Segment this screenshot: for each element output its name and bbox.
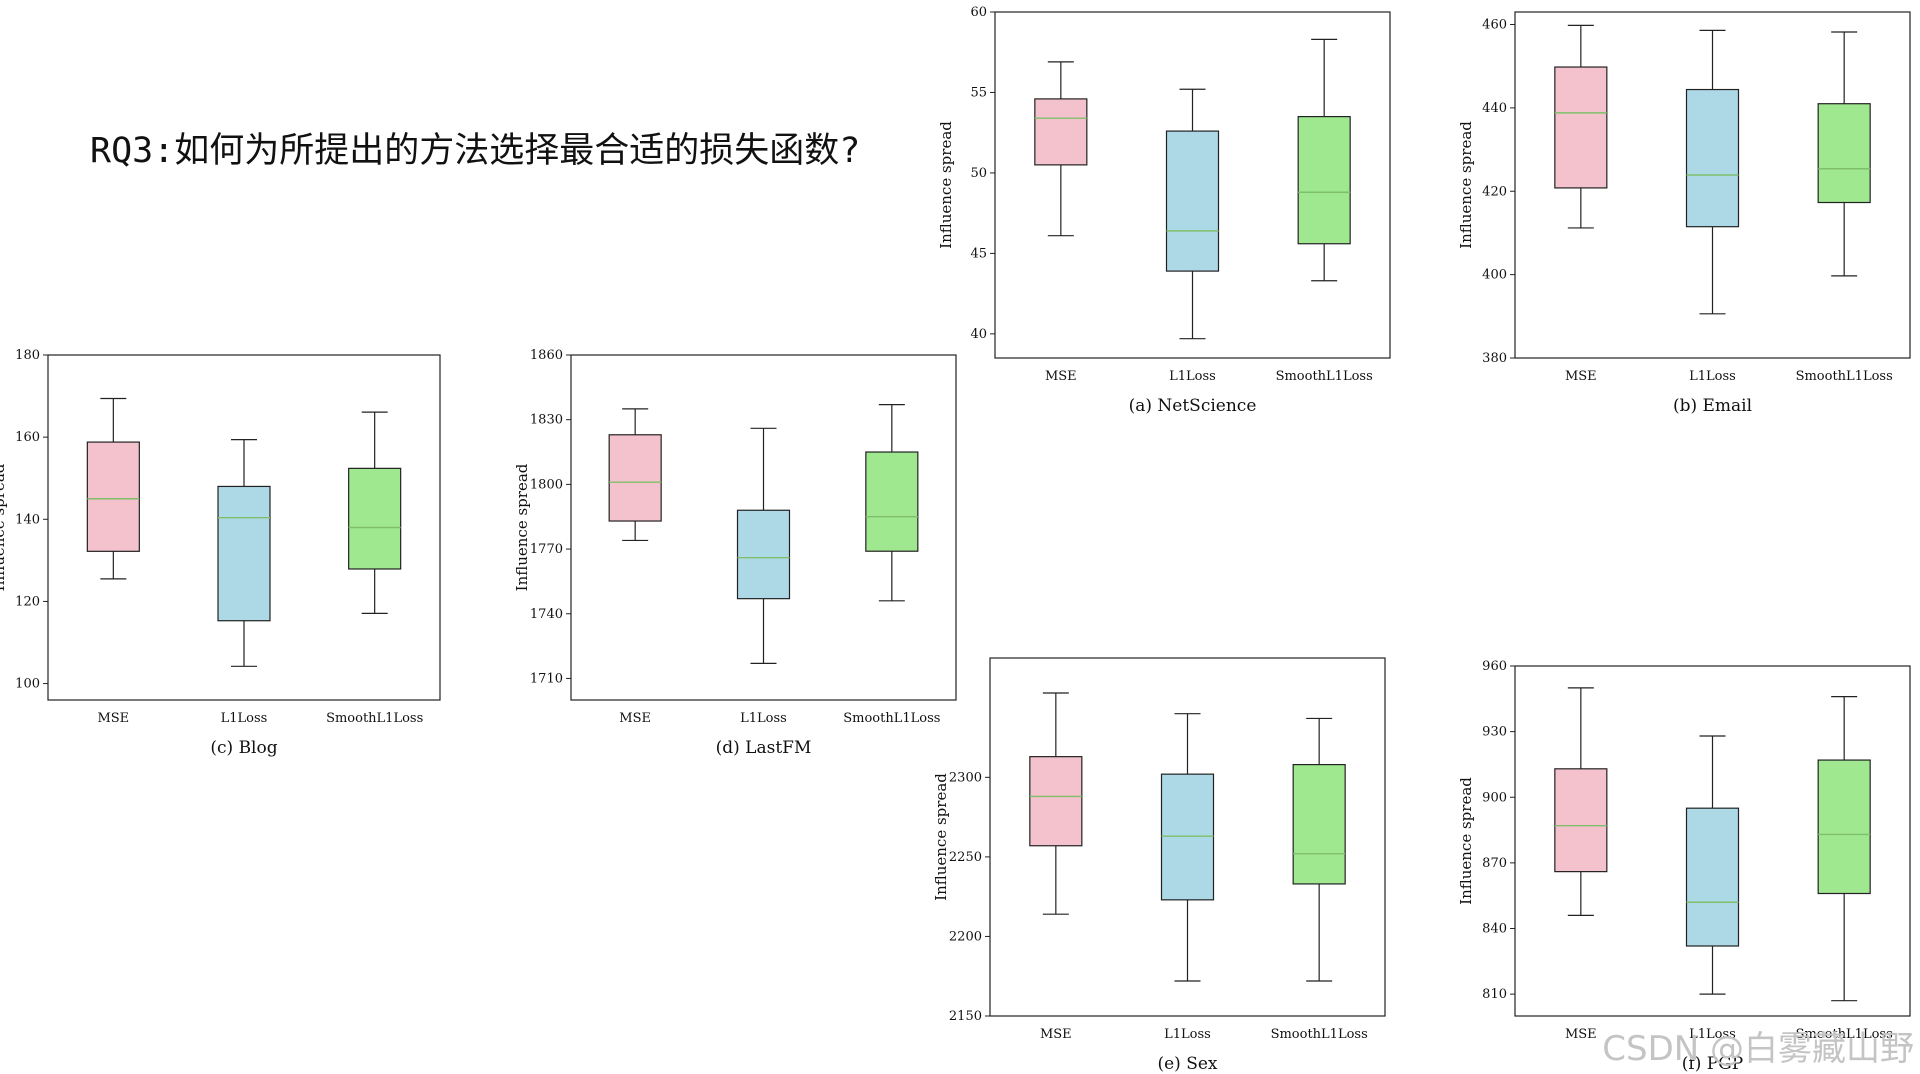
box-l1loss (217, 485, 271, 622)
box-smoothl1loss (348, 467, 402, 570)
y-tick-label: 2200 (949, 929, 982, 944)
boxplot-blog: 100 120 140 160 180 Influence spread MSE L1Loss… (0, 348, 441, 758)
box-mse (86, 441, 140, 552)
box-mse (1029, 756, 1083, 847)
plot-frame (47, 354, 441, 701)
y-axis-label: Influence spread (937, 121, 955, 249)
plot-frame (994, 11, 1391, 359)
x-tick-label: L1Loss (1164, 1027, 1211, 1042)
y-tick-label: 1710 (530, 671, 563, 686)
x-tick-label: MSE (1045, 369, 1077, 384)
boxplot-netscience: 40 45 50 55 60 Influence spread MSE L1Loss Smoot… (937, 5, 1391, 416)
x-tick-label: L1Loss (1689, 369, 1736, 384)
y-tick-label: 420 (1482, 184, 1507, 199)
box-smoothl1loss (1297, 116, 1351, 245)
y-tick-label: 440 (1482, 101, 1507, 116)
x-tick-label: MSE (1040, 1027, 1072, 1042)
box-l1loss (1685, 807, 1740, 947)
plot-frame (989, 657, 1386, 1017)
box-l1loss (736, 509, 791, 600)
chart-caption: (d) LastFM (716, 738, 812, 758)
boxplot-pgp: 810 840 870 900 930 960 Influence spread MSE L1L… (1457, 659, 1911, 1074)
box-mse (1554, 768, 1608, 873)
y-tick-label: 900 (1482, 790, 1507, 805)
y-tick-label: 2150 (949, 1009, 982, 1024)
y-axis-label: Influence spread (1457, 121, 1475, 249)
y-tick-label: 120 (15, 594, 40, 609)
x-tick-label: MSE (619, 711, 651, 726)
y-tick-label: 400 (1482, 268, 1507, 283)
chart-caption: (f) PGP (1682, 1054, 1743, 1074)
x-tick-label: SmoothL1Loss (326, 711, 423, 726)
x-tick-label: SmoothL1Loss (843, 711, 940, 726)
x-tick-label: SmoothL1Loss (1796, 1027, 1893, 1042)
boxplot-email: 380 400 420 440 460 Influence spread MSE L1Loss… (1457, 11, 1911, 416)
y-tick-label: 50 (970, 166, 987, 181)
watermark: CSDN @白雾藏山野 (1602, 1029, 1914, 1069)
y-tick-label: 870 (1482, 856, 1507, 871)
page-heading: RQ3:如何为所提出的方法选择最合适的损失函数? (90, 131, 861, 171)
x-tick-label: SmoothL1Loss (1276, 369, 1373, 384)
plot-frame (1514, 665, 1911, 1017)
y-tick-label: 45 (970, 246, 987, 261)
box-mse (608, 434, 662, 522)
x-tick-label: L1Loss (221, 711, 268, 726)
y-tick-label: 2250 (949, 850, 982, 865)
boxplot-lastfm: 1710 1740 1770 1800 1830 1860 Influence spread… (513, 348, 957, 758)
x-tick-label: SmoothL1Loss (1271, 1027, 1368, 1042)
y-tick-label: 100 (15, 677, 40, 692)
y-tick-label: 840 (1482, 922, 1507, 937)
y-tick-label: 140 (15, 512, 40, 527)
chart-caption: (a) NetScience (1129, 396, 1257, 416)
box-smoothl1loss (1817, 103, 1871, 204)
box-smoothl1loss (1817, 759, 1871, 895)
box-l1loss (1160, 773, 1215, 901)
box-l1loss (1685, 88, 1740, 228)
x-tick-label: MSE (1565, 1027, 1597, 1042)
y-tick-label: 960 (1482, 659, 1507, 674)
y-tick-label: 60 (970, 5, 987, 20)
chart-caption: (b) Email (1673, 396, 1752, 416)
y-tick-label: 2300 (949, 770, 982, 785)
y-tick-label: 55 (970, 85, 987, 100)
x-tick-label: MSE (97, 711, 129, 726)
y-tick-label: 460 (1482, 18, 1507, 33)
y-axis-label: Influence spread (0, 463, 8, 591)
y-tick-label: 380 (1482, 351, 1507, 366)
chart-caption: (e) Sex (1157, 1054, 1217, 1074)
y-tick-label: 1800 (530, 477, 563, 492)
box-smoothl1loss (865, 451, 919, 552)
y-tick-label: 160 (15, 430, 40, 445)
box-l1loss (1165, 130, 1220, 272)
box-mse (1034, 98, 1088, 166)
y-tick-label: 930 (1482, 725, 1507, 740)
x-tick-label: SmoothL1Loss (1796, 369, 1893, 384)
x-tick-label: L1Loss (1689, 1027, 1736, 1042)
chart-caption: (c) Blog (210, 738, 277, 758)
y-tick-label: 1860 (530, 348, 563, 363)
y-tick-label: 810 (1482, 987, 1507, 1002)
box-mse (1554, 66, 1608, 189)
x-tick-label: L1Loss (740, 711, 787, 726)
plot-frame (570, 354, 957, 701)
y-axis-label: Influence spread (932, 773, 950, 901)
x-tick-label: L1Loss (1169, 369, 1216, 384)
y-tick-label: 40 (970, 327, 987, 342)
y-axis-label: Influence spread (1457, 777, 1475, 905)
y-axis-label: Influence spread (513, 463, 531, 591)
box-smoothl1loss (1292, 764, 1346, 885)
y-tick-label: 180 (15, 348, 40, 363)
y-tick-label: 1830 (530, 413, 563, 428)
y-tick-label: 1770 (530, 542, 563, 557)
x-tick-label: MSE (1565, 369, 1597, 384)
plot-frame (1514, 11, 1911, 359)
y-tick-label: 1740 (530, 607, 563, 622)
